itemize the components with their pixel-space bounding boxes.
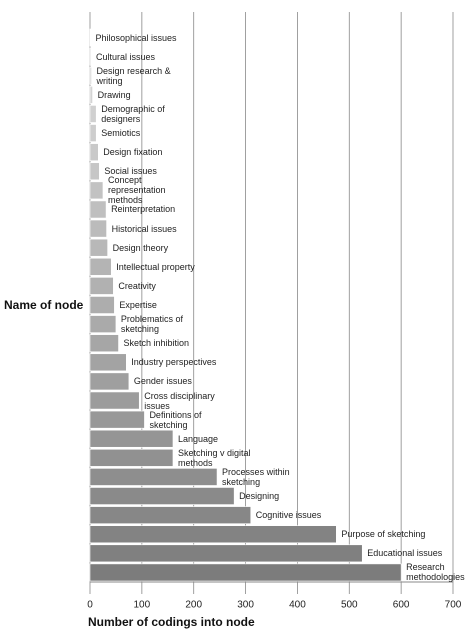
category-label: Social issues [104, 166, 157, 177]
category-label: Language [177, 433, 219, 444]
category-label: Designing [239, 491, 280, 502]
category-label: Gender issues [133, 376, 192, 387]
x-tick-label: 300 [237, 600, 254, 611]
bar [89, 506, 252, 524]
bar [89, 66, 92, 85]
category-label: Expertise [119, 300, 157, 310]
category-label: Historical issues [111, 223, 177, 234]
category-label: Demographic of designers [101, 103, 165, 124]
bar [89, 296, 115, 314]
bar [89, 277, 114, 295]
bar [89, 47, 92, 66]
category-label: Drawing [97, 89, 131, 100]
x-tick-label: 600 [393, 600, 410, 611]
category-label: Sketch inhibition [123, 338, 190, 349]
bar [89, 219, 107, 238]
category-label: Reinterpretation [111, 204, 176, 215]
category-label: Cross disciplinary issues [144, 390, 215, 411]
bar [89, 372, 130, 391]
bar [89, 448, 174, 467]
category-label: Design theory [112, 242, 169, 253]
x-tick-label: 100 [134, 600, 151, 611]
category-label: Semiotics [101, 128, 141, 139]
bar [89, 162, 100, 181]
bar [89, 410, 145, 429]
bar [89, 391, 140, 410]
x-tick-label: 400 [289, 600, 306, 611]
category-label: Cultural issues [96, 51, 156, 62]
bar [89, 200, 107, 219]
bar [89, 544, 363, 563]
category-label: Problematics of sketching [120, 314, 183, 335]
x-tick-label: 500 [341, 600, 358, 611]
category-label: Concept representation methods [107, 175, 166, 206]
bar [89, 334, 119, 353]
category-label: Purpose of sketching [341, 529, 426, 540]
bar [89, 487, 235, 505]
category-label: Creativity [118, 280, 156, 291]
x-tick-label: 200 [185, 600, 202, 611]
category-label: Intellectual property [116, 261, 195, 272]
category-label: Definitions of sketching [149, 409, 202, 430]
category-label: Educational issues [367, 548, 443, 559]
bar [89, 525, 337, 544]
y-axis-label: Name of node [4, 298, 84, 312]
category-label: Industry perspectives [131, 357, 217, 368]
bar [89, 238, 108, 257]
category-label: Philosophical issues [95, 32, 177, 43]
category-label: Design fixation [103, 147, 163, 158]
bar [89, 143, 99, 162]
category-label: Processes within sketching [222, 466, 290, 487]
x-tick-label: 700 [445, 600, 462, 611]
category-label: Research methodologies [406, 562, 465, 583]
x-tick-label: 0 [87, 600, 93, 611]
bar [89, 468, 218, 486]
bar [89, 563, 402, 582]
category-label: Design research & writing [96, 65, 171, 86]
category-label: Cognitive issues [255, 510, 322, 521]
bar [89, 105, 97, 123]
bar [89, 353, 127, 372]
bar [89, 124, 97, 142]
category-label: Sketching v digital methods [177, 447, 251, 468]
bar [89, 257, 112, 276]
bar [89, 429, 174, 448]
bar [89, 181, 104, 200]
bar [89, 86, 93, 104]
bar [89, 315, 117, 333]
bar [89, 28, 91, 47]
x-axis-label: Number of codings into node [88, 615, 255, 629]
